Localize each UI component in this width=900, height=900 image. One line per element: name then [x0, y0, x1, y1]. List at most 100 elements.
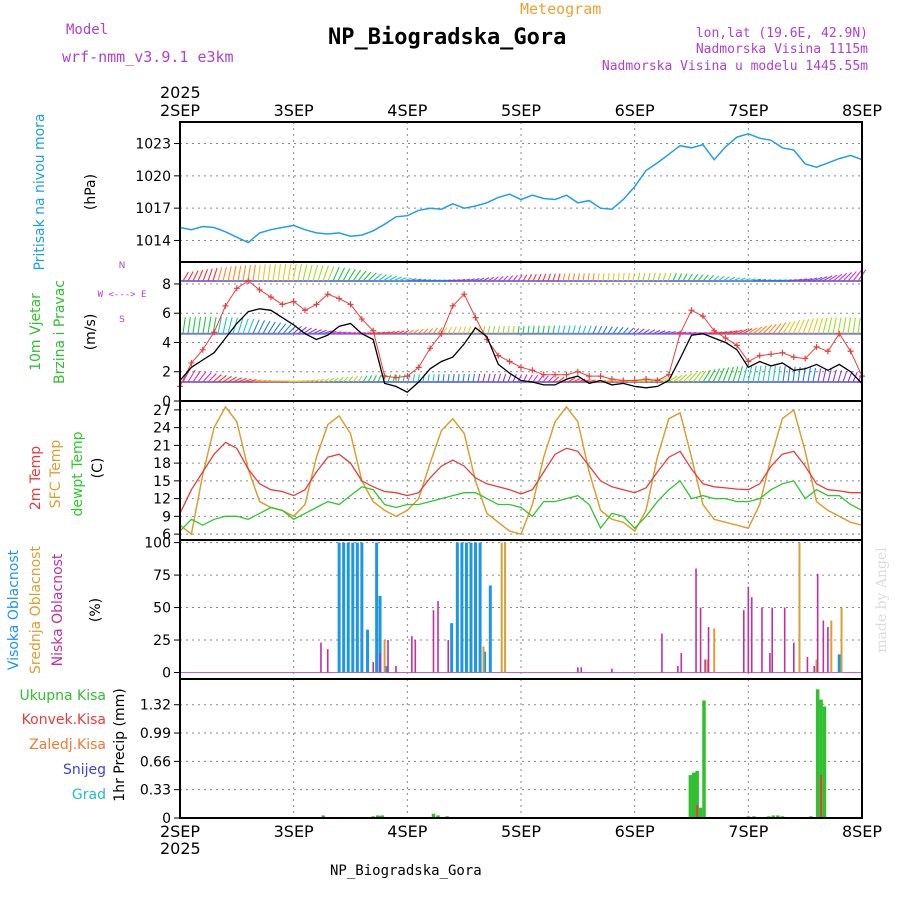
wind-barb [842, 272, 852, 282]
wind-barb [242, 318, 249, 334]
y-tick-label: 0 [162, 811, 171, 827]
precip-grid [180, 679, 862, 819]
gust-marker [358, 316, 365, 323]
low-cloud-bar [793, 642, 795, 673]
wind-barb [597, 273, 600, 282]
high-cloud-bar [378, 595, 382, 673]
wind-barb [522, 325, 525, 334]
wind-barb [592, 273, 595, 282]
wind-barb [187, 369, 196, 383]
wind-barb [457, 326, 462, 334]
wind-barb [642, 328, 650, 335]
wind-barb [792, 320, 801, 334]
time-tick-label: 7SEP [728, 101, 768, 120]
wind-barb [257, 320, 266, 334]
wind-barb [272, 380, 281, 383]
temp-ylabel-1: 2m Temp [28, 446, 44, 510]
gust-marker [529, 367, 536, 374]
wind-barb [382, 275, 392, 282]
wind-barb [702, 331, 712, 335]
wind-barb [342, 268, 351, 282]
wind-barb [772, 279, 782, 282]
gust-marker [506, 358, 513, 365]
y-tick-label: 0.99 [140, 726, 171, 742]
wind-gust-markers [177, 278, 865, 390]
wind-barb [847, 271, 857, 282]
low-cloud-bar [379, 653, 381, 673]
wind-barb [417, 374, 420, 383]
wind-barb [667, 331, 676, 335]
wind-barb [852, 317, 856, 334]
wind-barb [712, 368, 721, 383]
wind-barb [517, 325, 520, 334]
wind-barb [562, 325, 566, 334]
wind-barb [182, 317, 186, 334]
t2m-temp-line [179, 441, 862, 514]
high-cloud-bar [351, 542, 355, 673]
wind-barb [682, 331, 692, 335]
wind-barb [557, 273, 561, 282]
wind-barb [407, 278, 417, 282]
conv-precip-bar [696, 805, 699, 818]
high-cloud-bar [342, 542, 346, 673]
wind-barb [557, 325, 561, 334]
wind-barb [622, 327, 629, 335]
gust-marker [370, 327, 377, 334]
total-precip-bar [380, 815, 385, 818]
wind-barb [692, 371, 702, 383]
wind-barb [812, 367, 817, 383]
gust-marker [574, 368, 581, 375]
wind-barb [732, 366, 739, 383]
wind-barb [387, 275, 397, 282]
wind-barb [802, 277, 813, 282]
wind-barb [227, 317, 233, 334]
wind-barb [407, 329, 415, 335]
time-tick-label: 6SEP [615, 101, 655, 120]
y-tick-label: 1023 [135, 137, 171, 153]
wind-barb [797, 278, 808, 282]
wind-barb [292, 325, 302, 335]
high-cloud-bar [366, 629, 370, 673]
wind-barb [252, 319, 260, 334]
wind-barb [737, 328, 748, 335]
gust-marker [756, 352, 763, 359]
wind-barb [587, 273, 590, 282]
wind-barb [422, 328, 429, 335]
wind-barb [572, 378, 581, 383]
watermark: made by Angel [874, 547, 890, 653]
mid-cloud-bar [706, 659, 709, 673]
wind-barb [337, 331, 347, 335]
high-cloud-bar [460, 542, 464, 673]
wind-barb [782, 279, 792, 282]
wind-barb [587, 379, 596, 383]
y-tick-label: 100 [144, 536, 171, 552]
wind-barb [542, 273, 547, 282]
wind-barb [452, 326, 457, 334]
wind-barb [317, 378, 325, 383]
wind-barb [317, 329, 327, 335]
wind-barb [367, 272, 377, 282]
wind-barb [267, 380, 277, 383]
wind-barb [362, 375, 368, 383]
gust-marker [597, 373, 604, 380]
wind-barb [242, 265, 247, 282]
cloud-bars [320, 542, 843, 673]
wind-barb [817, 317, 823, 334]
y-tick-label: 25 [153, 633, 171, 649]
low-cloud-bar [395, 666, 397, 673]
gust-marker [461, 291, 468, 298]
wind-barb [472, 373, 476, 383]
low-cloud-bar [387, 640, 389, 673]
time-tick-label: 4SEP [387, 101, 427, 120]
y-tick-label: 27 [153, 403, 171, 419]
wind-barb [807, 318, 814, 334]
wind-barb [222, 266, 228, 282]
wind-barb [747, 327, 758, 335]
wind-barb [427, 279, 437, 282]
high-cloud-bar [337, 542, 341, 673]
wind-barb [602, 326, 608, 334]
wind-barb [232, 377, 242, 383]
y-tick-label: 12 [153, 492, 171, 508]
